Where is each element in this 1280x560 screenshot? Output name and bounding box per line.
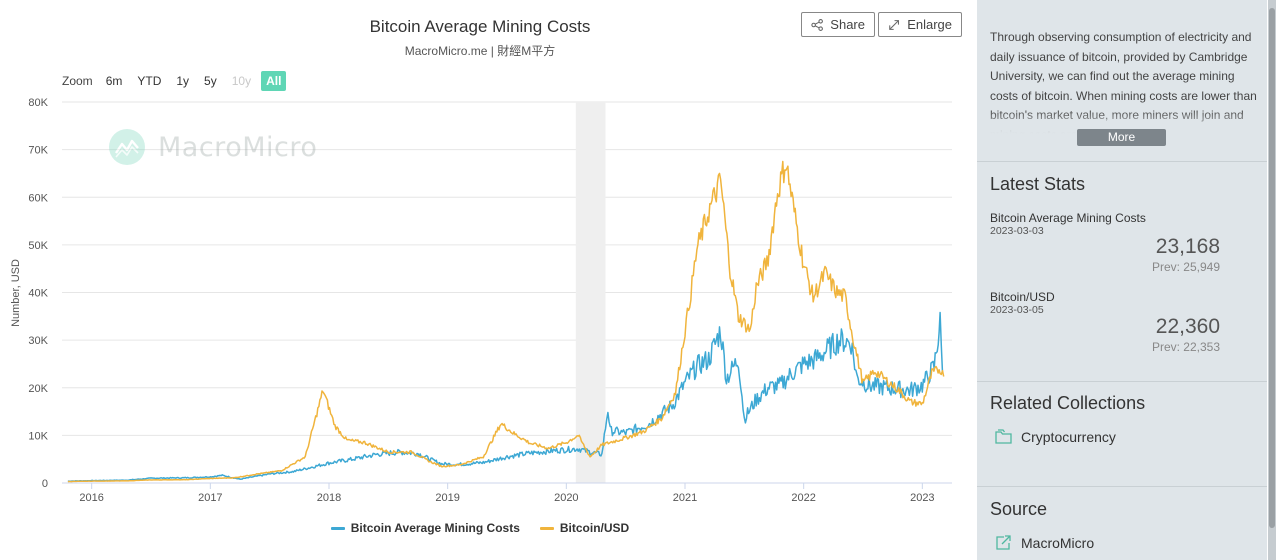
sidebar: Through observing consumption of electri… bbox=[977, 0, 1267, 560]
zoom-10y-button[interactable]: 10y bbox=[231, 74, 252, 88]
enlarge-label: Enlarge bbox=[907, 17, 952, 32]
x-tick-label: 2023 bbox=[910, 492, 934, 504]
x-tick-label: 2018 bbox=[317, 492, 341, 504]
zoom-label: Zoom bbox=[62, 74, 93, 88]
stat-prev-mining-costs: Prev: 25,949 bbox=[1151, 260, 1220, 274]
legend-label-bitcoin-usd: Bitcoin/USD bbox=[559, 521, 630, 535]
stat-date-bitcoin-usd: 2023-03-05 bbox=[990, 304, 1044, 316]
stat-prev-bitcoin-usd: Prev: 22,353 bbox=[1151, 340, 1220, 354]
series-line-mining-costs[interactable] bbox=[67, 311, 944, 482]
stat-name-mining-costs: Bitcoin Average Mining Costs bbox=[990, 211, 1146, 225]
x-tick-label: 2022 bbox=[791, 492, 815, 504]
y-tick-label: 80K bbox=[28, 97, 48, 109]
chart-legend: Bitcoin Average Mining Costs Bitcoin/USD bbox=[0, 521, 960, 535]
grid-lines bbox=[62, 101, 952, 436]
description-box: Through observing consumption of electri… bbox=[990, 28, 1258, 136]
stat-value-mining-costs: 23,168 bbox=[1155, 235, 1220, 258]
y-tick-label: 10K bbox=[28, 430, 48, 442]
legend-item-bitcoin-usd[interactable]: Bitcoin/USD bbox=[539, 521, 630, 535]
stat-name-bitcoin-usd: Bitcoin/USD bbox=[990, 290, 1055, 304]
legend-swatch-bitcoin-usd bbox=[539, 526, 554, 530]
legend-label-mining-costs: Bitcoin Average Mining Costs bbox=[350, 521, 520, 535]
series-line-bitcoin-usd[interactable] bbox=[67, 160, 945, 483]
sidebar-scrollbar-thumb[interactable] bbox=[1269, 8, 1275, 528]
zoom-bar: Zoom 6m YTD 1y 5y 10y All bbox=[62, 71, 291, 91]
sidebar-divider bbox=[977, 161, 1267, 162]
watermark-text: MacroMicro bbox=[158, 131, 318, 163]
related-collections-heading: Related Collections bbox=[990, 393, 1146, 413]
y-axis-ticks: 0 10K 20K 30K 40K 50K 60K 70K 80K bbox=[28, 97, 48, 490]
zoom-5y-button[interactable]: 5y bbox=[204, 74, 217, 88]
zoom-1y-button[interactable]: 1y bbox=[176, 74, 190, 88]
stat-value-bitcoin-usd: 22,360 bbox=[1155, 315, 1220, 338]
enlarge-button[interactable]: Enlarge bbox=[878, 12, 962, 37]
stat-date-mining-costs: 2023-03-03 bbox=[990, 225, 1044, 237]
shaded-band bbox=[575, 102, 606, 483]
x-tick-label: 2021 bbox=[673, 492, 697, 504]
source-heading: Source bbox=[990, 499, 1048, 519]
external-link-icon bbox=[996, 535, 1011, 550]
y-axis-title: Number, USD bbox=[10, 259, 22, 327]
latest-stats-heading: Latest Stats bbox=[990, 174, 1086, 194]
more-button[interactable]: More bbox=[1077, 129, 1166, 146]
y-tick-label: 50K bbox=[28, 240, 48, 252]
y-tick-label: 40K bbox=[28, 288, 48, 300]
watermark: MacroMicro bbox=[108, 128, 317, 166]
chart-panel: Bitcoin Average Mining Costs MacroMicro.… bbox=[0, 0, 970, 535]
y-tick-label: 70K bbox=[28, 145, 48, 157]
series-lines bbox=[67, 160, 945, 483]
sidebar-divider bbox=[977, 486, 1267, 487]
share-button[interactable]: Share bbox=[801, 12, 875, 37]
y-tick-label: 60K bbox=[28, 192, 48, 204]
y-tick-label: 0 bbox=[42, 478, 48, 490]
x-axis-ticks: 2016 2017 2018 2019 2020 2021 2022 2023 bbox=[79, 483, 935, 504]
x-tick-label: 2019 bbox=[435, 492, 459, 504]
folder-icon bbox=[995, 429, 1012, 444]
macromicro-source-link[interactable]: MacroMicro bbox=[995, 535, 1094, 551]
x-tick-label: 2020 bbox=[554, 492, 578, 504]
legend-item-mining-costs[interactable]: Bitcoin Average Mining Costs bbox=[330, 521, 520, 535]
share-icon bbox=[811, 18, 823, 31]
sidebar-divider bbox=[977, 381, 1267, 382]
x-tick-label: 2017 bbox=[198, 492, 222, 504]
expand-icon bbox=[889, 19, 899, 30]
chart-title: Bitcoin Average Mining Costs bbox=[369, 17, 591, 36]
zoom-6m-button[interactable]: 6m bbox=[105, 74, 123, 88]
chart-subtitle: MacroMicro.me | 財經M平方 bbox=[404, 44, 556, 58]
share-label: Share bbox=[830, 17, 865, 32]
macromicro-logo-icon bbox=[109, 129, 145, 165]
y-tick-label: 20K bbox=[28, 383, 48, 395]
x-tick-label: 2016 bbox=[79, 492, 103, 504]
macromicro-source-label: MacroMicro bbox=[1021, 535, 1095, 551]
cryptocurrency-link-label: Cryptocurrency bbox=[1021, 429, 1116, 445]
y-tick-label: 30K bbox=[28, 335, 48, 347]
zoom-all-button[interactable]: All bbox=[261, 71, 287, 91]
zoom-ytd-button[interactable]: YTD bbox=[137, 74, 162, 88]
cryptocurrency-link[interactable]: Cryptocurrency bbox=[995, 429, 1116, 445]
legend-swatch-mining-costs bbox=[330, 526, 345, 530]
